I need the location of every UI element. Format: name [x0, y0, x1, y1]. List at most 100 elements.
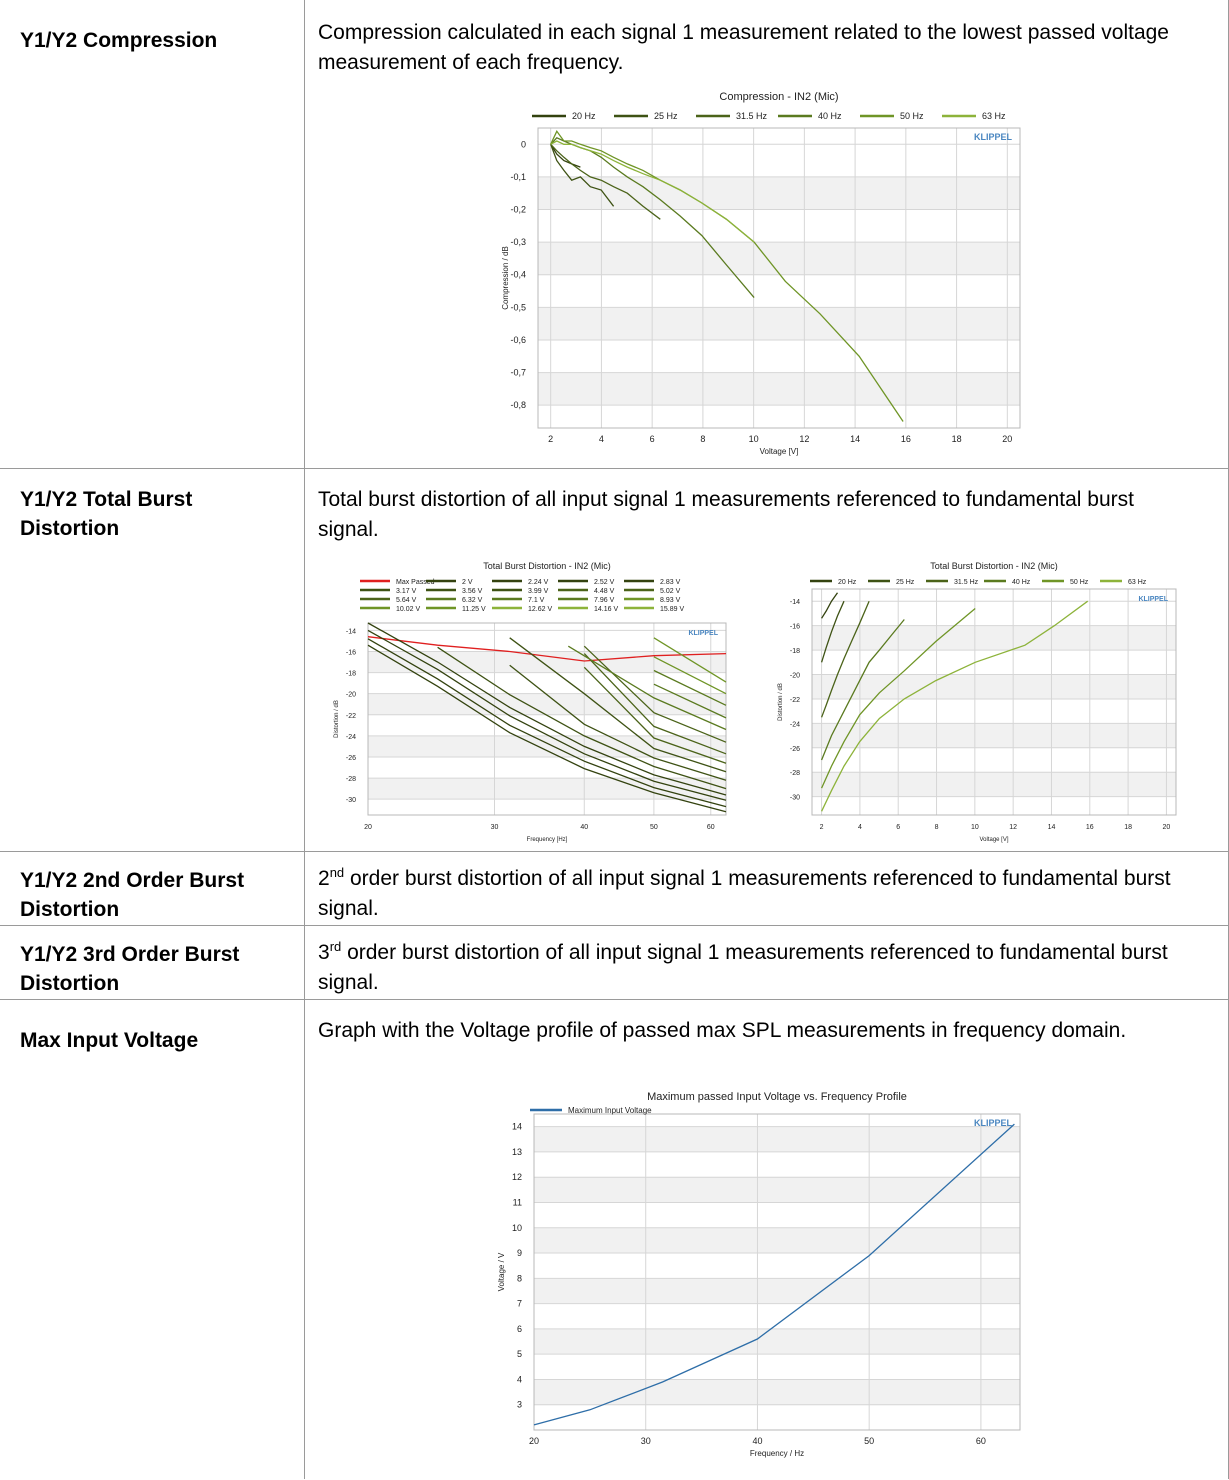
x-tick-label: 20 [364, 824, 372, 831]
y-tick-label: -24 [346, 734, 356, 741]
row-description: Graph with the Voltage profile of passed… [318, 1019, 1127, 1042]
legend-label: 12.62 V [528, 606, 552, 613]
x-tick-label: 16 [901, 434, 911, 444]
legend-label: 2 V [462, 579, 473, 586]
x-axis-label: Frequency [Hz] [527, 837, 568, 843]
x-tick-label: 6 [896, 824, 900, 831]
series-line [820, 600, 870, 718]
y-tick-label: 0 [521, 139, 526, 149]
x-tick-label: 12 [799, 434, 809, 444]
grid-band [534, 1328, 1020, 1355]
y-axis-label: Voltage / V [497, 1252, 506, 1291]
legend-label: 2.52 V [594, 579, 615, 586]
row-term: Y1/Y2 Total Burst Distortion [20, 488, 193, 540]
legend-label: 50 Hz [1070, 579, 1089, 586]
total-burst-distortion-voltage-chart: Total Burst Distortion - IN2 (Mic) -14 -16… [778, 561, 1177, 843]
series-line [820, 619, 905, 761]
klippel-watermark: KLIPPEL [1138, 596, 1168, 603]
grid-band [534, 1278, 1020, 1304]
series-line [820, 600, 845, 663]
y-tick-label: -26 [346, 755, 356, 762]
plot-frame [811, 588, 1177, 816]
series-line [821, 600, 1089, 812]
y-tick-label: -24 [790, 721, 800, 728]
legend-label: 63 Hz [1128, 579, 1147, 586]
series-line [583, 653, 727, 755]
legend-label: 2.83 V [660, 579, 681, 586]
grid-band [812, 723, 1176, 748]
table-row: Y1/Y2 Total Burst Distortion Total burst… [0, 468, 1229, 852]
row-description: 3rd order burst distortion of all input … [318, 938, 1198, 998]
grid-band [538, 307, 1020, 340]
y-tick-label: -16 [346, 649, 356, 656]
legend-label: 10.02 V [396, 606, 420, 613]
series-line [550, 140, 755, 243]
series-line [550, 137, 755, 299]
y-tick-label: -0,5 [510, 302, 526, 312]
series-line [550, 143, 661, 220]
y-tick-label: -22 [790, 697, 800, 704]
y-axis-label: Distortion / dB [334, 700, 340, 738]
grid-band [368, 693, 726, 715]
compression-chart: Compression - IN2 (Mic) 0 -0,1 -0,2 -0,3 -0,4… [501, 91, 1021, 456]
legend-label: 5.64 V [396, 597, 417, 604]
row-term: Max Input Voltage [20, 1029, 199, 1052]
y-tick-label: 4 [517, 1374, 522, 1384]
ordinal-suffix: rd [329, 939, 342, 954]
ordinal-suffix: nd [329, 865, 345, 880]
y-tick-label: 11 [513, 1197, 522, 1207]
x-tick-label: 30 [491, 824, 499, 831]
y-tick-label: -30 [790, 795, 800, 802]
x-axis-label: Voltage [V] [760, 447, 799, 456]
x-tick-label: 20 [529, 1436, 539, 1446]
legend-label: 8.93 V [660, 597, 681, 604]
legend-label: 40 Hz [818, 111, 842, 121]
legend-label: 7.1 V [528, 597, 545, 604]
chart-title: Compression - IN2 (Mic) [719, 91, 838, 103]
chart-title: Total Burst Distortion - IN2 (Mic) [930, 561, 1058, 571]
chart-title: Total Burst Distortion - IN2 (Mic) [483, 561, 611, 571]
y-tick-label: -20 [346, 692, 356, 699]
series-line [550, 144, 615, 207]
x-tick-label: 18 [1124, 824, 1132, 831]
x-tick-label: 14 [1048, 824, 1056, 831]
x-tick-label: 8 [935, 824, 939, 831]
series-line [653, 669, 727, 706]
series-line [821, 608, 976, 789]
legend-label: 3.56 V [462, 588, 483, 595]
x-tick-label: 14 [850, 434, 860, 444]
x-tick-label: 4 [599, 434, 604, 444]
y-tick-label: -20 [790, 673, 800, 680]
x-tick-label: 6 [650, 434, 655, 444]
plot-frame [533, 1113, 1021, 1431]
klippel-watermark: KLIPPEL [688, 630, 718, 637]
y-tick-label: -18 [790, 648, 800, 655]
y-tick-label: -28 [346, 776, 356, 783]
series-line [367, 629, 727, 801]
legend-label: 6.32 V [462, 597, 483, 604]
y-tick-label: 6 [517, 1324, 522, 1334]
row-term: Y1/Y2 2nd Order Burst Distortion [20, 869, 245, 921]
series-line [653, 637, 727, 683]
y-tick-label: -22 [346, 713, 356, 720]
legend-label: 31.5 Hz [736, 111, 768, 121]
series-line [533, 1123, 1015, 1426]
y-tick-label: 5 [517, 1349, 522, 1359]
y-tick-label: 14 [512, 1122, 522, 1132]
series-line [550, 130, 904, 422]
legend-label: 40 Hz [1012, 579, 1031, 586]
legend-label: 25 Hz [896, 579, 915, 586]
series-line [550, 143, 581, 168]
y-tick-label: -0,6 [510, 335, 526, 345]
grid-band [812, 674, 1176, 699]
row-term: Y1/Y2 3rd Order Burst Distortion [20, 943, 240, 995]
grid-band [368, 778, 726, 800]
legend-label: Max Passed [396, 579, 435, 586]
legend-label: 25 Hz [654, 111, 678, 121]
y-tick-label: 3 [517, 1400, 522, 1410]
x-tick-label: 50 [650, 824, 658, 831]
series-line [367, 622, 727, 796]
row-description: Compression calculated in each signal 1 … [318, 21, 1169, 74]
row-description: Total burst distortion of all input sign… [318, 488, 1134, 541]
legend-label: 2.24 V [528, 579, 549, 586]
